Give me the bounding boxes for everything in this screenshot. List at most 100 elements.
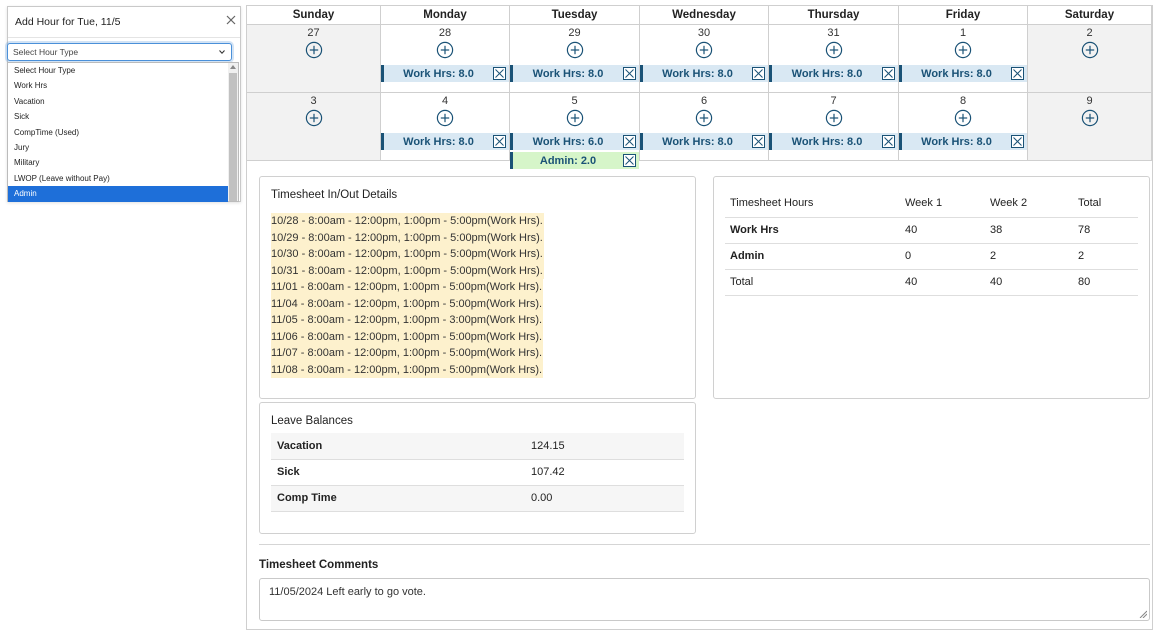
inout-detail-line: 10/29 - 8:00am - 12:00pm, 1:00pm - 5:00p… <box>271 229 544 246</box>
add-hour-icon[interactable] <box>695 41 713 59</box>
inout-detail-line: 11/05 - 8:00am - 12:00pm, 1:00pm - 3:00p… <box>271 312 544 329</box>
add-hour-icon[interactable] <box>954 41 972 59</box>
comments-title: Timesheet Comments <box>259 559 379 571</box>
remove-entry-icon[interactable] <box>493 67 506 80</box>
add-hour-icon[interactable] <box>436 109 454 127</box>
calendar-week-row: 3 4 Work Hrs: 8.0 5 Work Hrs: 6.0 Admin: 2.0 6… <box>247 93 1152 169</box>
hours-row: Admin 0 2 2 <box>725 243 1138 270</box>
entry-label: Work Hrs: 8.0 <box>662 67 733 80</box>
calendar-day-cell: 27 <box>247 25 381 93</box>
calendar-header: Sunday Monday Tuesday Wednesday Thursday Frid… <box>247 6 1152 25</box>
remove-entry-icon[interactable] <box>752 67 765 80</box>
add-hour-icon[interactable] <box>1081 41 1099 59</box>
hour-type-option-comptime-used[interactable]: CompTime (Used) <box>14 127 80 137</box>
add-hour-icon[interactable] <box>305 109 323 127</box>
add-hour-icon[interactable] <box>566 109 584 127</box>
close-popup-button[interactable] <box>225 13 237 27</box>
remove-entry-icon[interactable] <box>752 135 765 148</box>
hour-type-option-admin[interactable]: Admin <box>8 186 228 202</box>
resize-grip-icon[interactable] <box>1139 610 1147 618</box>
add-hour-icon[interactable] <box>1081 109 1099 127</box>
day-header-sunday: Sunday <box>247 6 381 25</box>
work-hours-entry[interactable]: Work Hrs: 8.0 <box>899 133 1027 150</box>
work-hours-entry[interactable]: Work Hrs: 8.0 <box>381 65 509 82</box>
hours-row: Total 40 40 80 <box>725 269 1138 296</box>
remove-entry-icon[interactable] <box>623 67 636 80</box>
calendar-day-cell: 9 <box>1028 93 1152 161</box>
scroll-up-icon[interactable] <box>230 65 236 69</box>
leave-balances-table: Vacation 124.15 Sick 107.42 Comp Time 0.00 <box>271 433 684 512</box>
add-hour-icon[interactable] <box>305 41 323 59</box>
hours-value: 78 <box>1073 217 1138 244</box>
scrollbar-thumb[interactable] <box>229 73 237 201</box>
timesheet-hours-panel: Timesheet Hours Week 1 Week 2 Total Work Hrs… <box>713 176 1150 399</box>
inout-detail-line: 10/31 - 8:00am - 12:00pm, 1:00pm - 5:00p… <box>271 262 544 279</box>
work-hours-entry[interactable]: Work Hrs: 8.0 <box>640 133 768 150</box>
hour-type-option-vacation[interactable]: Vacation <box>14 96 45 106</box>
calendar-day-cell: 5 Work Hrs: 6.0 Admin: 2.0 <box>510 93 640 169</box>
work-hours-entry[interactable]: Work Hrs: 8.0 <box>381 133 509 150</box>
entry-label: Work Hrs: 8.0 <box>662 135 733 148</box>
add-hour-icon[interactable] <box>436 41 454 59</box>
calendar: Sunday Monday Tuesday Wednesday Thursday Frid… <box>247 6 1152 169</box>
hours-value: 40 <box>900 269 985 296</box>
work-hours-entry[interactable]: Work Hrs: 8.0 <box>640 65 768 82</box>
comments-divider <box>259 544 1150 545</box>
remove-entry-icon[interactable] <box>882 135 895 148</box>
add-hour-icon[interactable] <box>566 41 584 59</box>
remove-entry-icon[interactable] <box>1011 67 1024 80</box>
hours-header-row: Timesheet Hours Week 1 Week 2 Total <box>725 189 1138 218</box>
day-number: 9 <box>1086 95 1093 107</box>
remove-entry-icon[interactable] <box>882 67 895 80</box>
remove-entry-icon[interactable] <box>493 135 506 148</box>
hours-value: 80 <box>1073 269 1138 296</box>
entry-label: Admin: 2.0 <box>539 154 597 167</box>
admin-hours-entry[interactable]: Admin: 2.0 <box>510 152 639 169</box>
hour-type-option-jury[interactable]: Jury <box>14 142 30 152</box>
add-hour-icon[interactable] <box>954 109 972 127</box>
hour-type-option-select-hour-type[interactable]: Select Hour Type <box>14 66 76 75</box>
day-number: 2 <box>1086 27 1093 39</box>
work-hours-entry[interactable]: Work Hrs: 8.0 <box>769 65 898 82</box>
inout-detail-line: 11/01 - 8:00am - 12:00pm, 1:00pm - 5:00p… <box>271 279 544 296</box>
hour-type-option-military[interactable]: Military <box>14 158 40 168</box>
calendar-day-cell: 8 Work Hrs: 8.0 <box>899 93 1028 161</box>
hours-row-label: Admin <box>725 243 900 270</box>
hour-type-option-work-hrs[interactable]: Work Hrs <box>14 81 48 91</box>
work-hours-entry[interactable]: Work Hrs: 8.0 <box>899 65 1027 82</box>
work-hours-entry[interactable]: Work Hrs: 6.0 <box>510 133 639 150</box>
leave-balances-title: Leave Balances <box>271 415 353 427</box>
remove-entry-icon[interactable] <box>623 135 636 148</box>
day-number: 8 <box>959 95 967 107</box>
work-hours-entry[interactable]: Work Hrs: 8.0 <box>510 65 639 82</box>
leave-balance-value: 124.15 <box>525 433 684 460</box>
entry-label: Work Hrs: 8.0 <box>791 67 863 80</box>
hours-value: 2 <box>985 243 1073 270</box>
hours-value: 2 <box>1073 243 1138 270</box>
work-hours-entry[interactable]: Work Hrs: 8.0 <box>769 133 898 150</box>
close-icon <box>226 15 236 25</box>
leave-row: Vacation 124.15 <box>271 433 684 460</box>
remove-entry-icon[interactable] <box>623 154 636 167</box>
hour-type-options: Select Hour Type Work Hrs Vacation Sick Comp… <box>8 63 238 202</box>
dropdown-scrollbar[interactable] <box>228 63 238 201</box>
add-hour-icon[interactable] <box>825 109 843 127</box>
inout-detail-line: 10/28 - 8:00am - 12:00pm, 1:00pm - 5:00p… <box>271 213 544 230</box>
day-number: 31 <box>827 27 840 39</box>
add-hour-icon[interactable] <box>825 41 843 59</box>
inout-detail-line: 10/30 - 8:00am - 12:00pm, 1:00pm - 5:00p… <box>271 246 544 263</box>
comments-textarea[interactable]: 11/05/2024 Left early to go vote. <box>259 578 1150 621</box>
day-header-tuesday: Tuesday <box>510 6 640 25</box>
remove-entry-icon[interactable] <box>1011 135 1024 148</box>
hour-type-option-sick[interactable]: Sick <box>14 112 30 122</box>
timesheet-hours-table: Timesheet Hours Week 1 Week 2 Total Work Hrs… <box>725 189 1138 296</box>
hour-type-select[interactable]: Select Hour Type <box>7 43 232 61</box>
hours-row-label: Total <box>725 269 900 296</box>
calendar-day-cell: 6 Work Hrs: 8.0 <box>640 93 769 161</box>
inout-details-panel: Timesheet In/Out Details 10/28 - 8:00am … <box>259 176 696 399</box>
hours-value: 0 <box>900 243 985 270</box>
entry-label: Work Hrs: 8.0 <box>921 135 992 148</box>
calendar-day-cell: 1 Work Hrs: 8.0 <box>899 25 1028 93</box>
add-hour-icon[interactable] <box>695 109 713 127</box>
hour-type-option-lwop-leave-without-pay[interactable]: LWOP (Leave without Pay) <box>14 173 110 183</box>
